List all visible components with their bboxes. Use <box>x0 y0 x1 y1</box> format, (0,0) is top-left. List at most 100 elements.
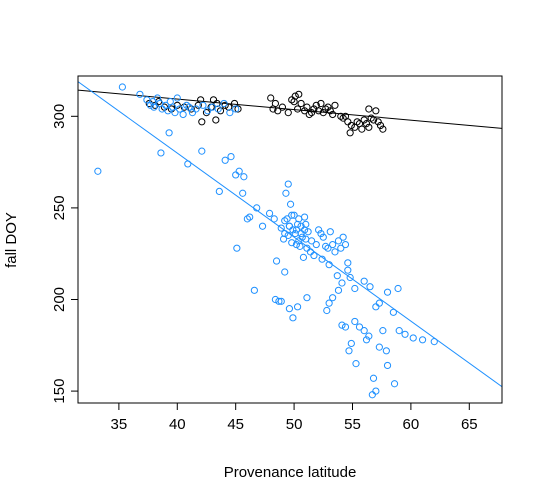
data-point <box>301 213 309 221</box>
data-point <box>347 339 355 348</box>
data-point <box>372 107 380 115</box>
data-point <box>290 211 298 219</box>
data-point <box>379 125 387 133</box>
data-point <box>365 332 373 340</box>
data-point <box>291 92 299 100</box>
data-point <box>150 103 158 111</box>
data-point <box>213 99 221 108</box>
data-point <box>232 105 240 113</box>
data-point <box>176 105 184 113</box>
x-tick-label: 35 <box>111 416 128 433</box>
data-point <box>319 233 327 241</box>
data-point <box>312 240 320 249</box>
data-point <box>324 103 332 111</box>
data-point <box>329 240 337 249</box>
data-point <box>389 308 397 316</box>
x-tick-label: 65 <box>461 416 478 433</box>
data-point <box>360 327 368 335</box>
data-point <box>418 336 427 344</box>
data-point <box>360 116 368 124</box>
data-point <box>270 215 278 223</box>
data-point <box>239 189 247 197</box>
data-point <box>409 334 417 342</box>
data-point <box>250 286 258 294</box>
series-1 <box>78 81 502 399</box>
data-point <box>351 284 359 293</box>
y-tick-label: 200 <box>51 287 68 312</box>
trend-line <box>78 81 502 388</box>
data-point <box>204 107 212 115</box>
data-point <box>355 323 364 331</box>
data-point <box>358 125 366 133</box>
data-point <box>198 147 206 155</box>
data-point <box>281 229 289 238</box>
data-point <box>293 105 302 113</box>
data-point <box>324 244 332 252</box>
data-point <box>352 360 360 368</box>
data-point <box>171 109 179 117</box>
data-point <box>285 305 294 313</box>
data-point <box>180 103 188 111</box>
data-point <box>334 237 343 245</box>
data-point <box>326 107 334 115</box>
data-point <box>302 220 310 228</box>
data-point <box>243 215 251 223</box>
y-axis: 150 200 250 300 <box>51 104 78 404</box>
data-point <box>310 105 318 113</box>
data-point <box>394 284 402 293</box>
data-point <box>367 114 375 122</box>
data-point <box>274 107 282 115</box>
data-point <box>308 237 316 245</box>
data-point <box>157 149 165 157</box>
data-point <box>215 187 223 196</box>
x-tick-label: 60 <box>403 416 420 433</box>
data-point <box>258 222 267 230</box>
data-point <box>303 103 311 111</box>
data-point <box>341 323 350 331</box>
data-point <box>290 98 298 106</box>
data-point <box>308 109 316 117</box>
data-point <box>202 109 211 117</box>
data-point <box>225 103 233 111</box>
data-point <box>347 121 355 130</box>
data-point <box>325 299 333 307</box>
data-point <box>306 248 315 256</box>
data-point <box>430 338 438 346</box>
data-point <box>173 94 181 102</box>
data-point <box>331 248 339 256</box>
data-point <box>339 114 347 122</box>
data-point <box>344 118 352 126</box>
data-point <box>149 98 157 106</box>
plot-frame <box>77 75 503 404</box>
data-point <box>235 167 243 175</box>
data-point <box>304 228 312 236</box>
data-point <box>360 277 368 285</box>
data-point <box>322 242 330 250</box>
data-point <box>267 94 275 102</box>
data-point <box>183 101 191 109</box>
data-point <box>372 303 380 311</box>
data-point <box>288 211 296 219</box>
data-point <box>375 343 383 351</box>
y-tick-label: 250 <box>51 195 68 220</box>
y-tick-label: 300 <box>51 104 68 129</box>
data-point <box>232 171 240 179</box>
data-point <box>285 222 294 230</box>
data-point <box>333 272 341 280</box>
data-point <box>277 224 285 232</box>
data-point <box>322 105 330 113</box>
data-point <box>284 231 292 239</box>
data-point <box>146 101 155 109</box>
data-point <box>136 90 144 98</box>
data-point <box>118 83 126 91</box>
data-point <box>179 110 187 119</box>
data-point <box>334 286 343 294</box>
y-axis-title: fall DOY <box>3 212 20 268</box>
data-point <box>233 244 241 252</box>
data-point <box>253 204 261 212</box>
data-point <box>296 242 304 250</box>
data-point <box>297 99 305 108</box>
data-point <box>240 173 248 181</box>
data-point <box>286 200 295 208</box>
